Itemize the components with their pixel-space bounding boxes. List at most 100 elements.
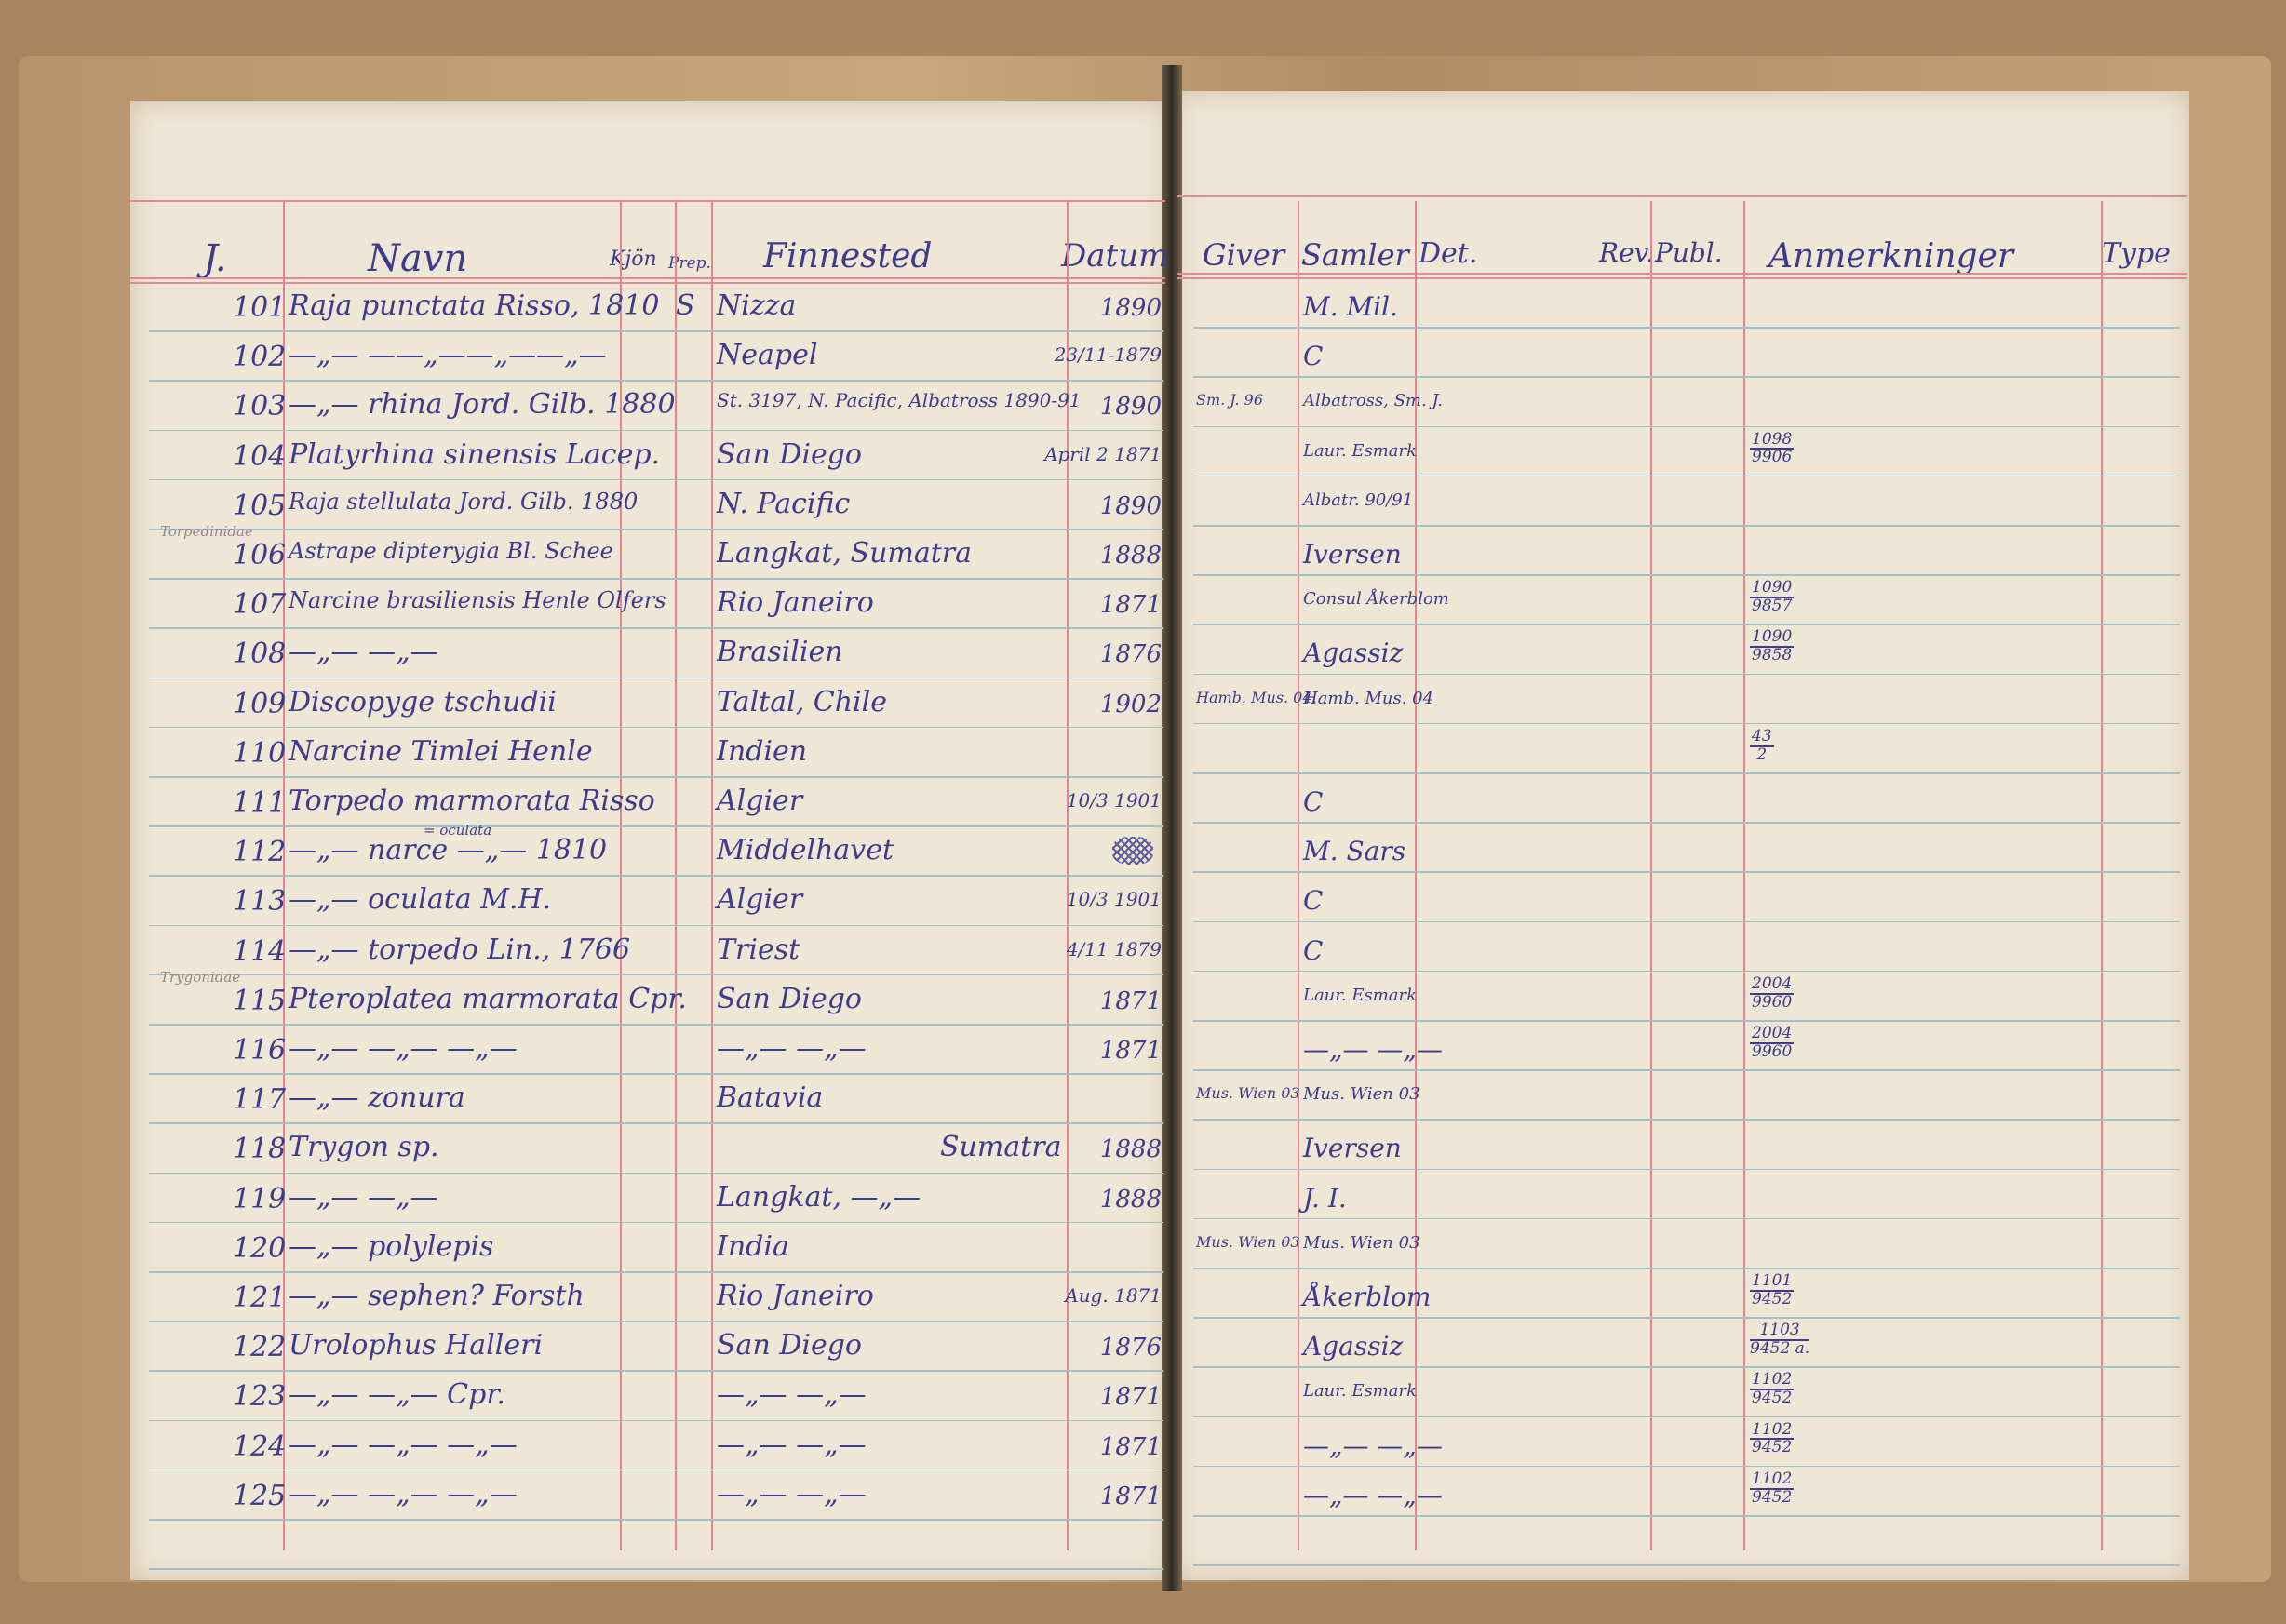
date: 1871 xyxy=(1099,1432,1162,1461)
row-rule xyxy=(1193,1020,2180,1022)
header-kjon: Kjön xyxy=(610,248,657,271)
row-rule xyxy=(1193,475,2180,477)
date: 1902 xyxy=(1099,690,1162,718)
date: 1890 xyxy=(1099,491,1162,520)
locality: Nizza xyxy=(717,289,797,322)
locality: Middelhavet xyxy=(717,834,894,867)
row-rule xyxy=(1193,772,2180,774)
header-finnested: Finnested xyxy=(763,237,933,275)
row-rule xyxy=(1193,1465,2180,1468)
header-anmerkninger: Anmerkninger xyxy=(1768,237,2014,275)
date: 1888 xyxy=(1099,542,1162,570)
row-rule xyxy=(149,726,1163,729)
column-rule xyxy=(2101,201,2103,1550)
species-name: —„— ——„——„——„— xyxy=(289,339,607,372)
date: 4/11 1879 xyxy=(1066,937,1162,960)
row-number: 120 xyxy=(233,1231,287,1265)
collector: Iversen xyxy=(1303,1133,1402,1164)
collector: Agassiz xyxy=(1303,638,1404,669)
date: 1871 xyxy=(1099,1037,1162,1065)
date: 1876 xyxy=(1099,640,1162,669)
collector: Hamb. Mus. 04 xyxy=(1303,688,1434,708)
locality: Brasilien xyxy=(717,636,843,669)
row-number: 123 xyxy=(233,1380,287,1414)
locality: Batavia xyxy=(717,1081,824,1115)
top-red-rule xyxy=(1177,195,2187,197)
column-rule xyxy=(1298,201,1299,1550)
row-rule xyxy=(149,1419,1163,1422)
locality: —„— —„— xyxy=(717,1477,867,1510)
row-number: 122 xyxy=(233,1331,287,1364)
row-rule xyxy=(1193,425,2180,428)
header-red-rule xyxy=(1177,273,2187,275)
book-gutter xyxy=(1162,65,1182,1591)
collector: C xyxy=(1303,786,1324,817)
sex-mark: S xyxy=(676,289,695,322)
species-name: —„— narce —„— 1810 xyxy=(289,834,608,867)
locality: Sumatra xyxy=(940,1131,1062,1164)
fraction-denominator: 9858 xyxy=(1752,646,1793,665)
row-number: 101 xyxy=(233,291,287,324)
species-name: —„— —„— —„— xyxy=(289,1477,518,1510)
fraction-denominator: 9452 xyxy=(1752,1389,1793,1408)
header-publ: Publ. xyxy=(1655,237,1723,268)
collector: C xyxy=(1303,934,1324,966)
row-rule xyxy=(1193,920,2180,923)
row-rule xyxy=(1193,376,2180,378)
species-name: —„— —„— —„— xyxy=(289,1032,518,1065)
locality: —„— —„— xyxy=(717,1032,867,1065)
left-page xyxy=(130,101,1168,1580)
row-rule xyxy=(149,1122,1163,1124)
catalogue-fraction: 1098 9906 xyxy=(1750,431,1795,467)
row-number: 108 xyxy=(233,638,287,671)
row-rule xyxy=(149,1271,1163,1273)
row-number: 102 xyxy=(233,341,287,374)
collector: C xyxy=(1303,885,1324,917)
collector: Laur. Esmark xyxy=(1303,1381,1418,1402)
header-red-rule xyxy=(130,277,1165,279)
collector: —„— —„— xyxy=(1303,1479,1443,1510)
row-number: 107 xyxy=(233,588,287,622)
row-rule xyxy=(1193,1119,2180,1121)
right-page xyxy=(1175,91,2189,1580)
catalogue-fraction: 1102 9452 xyxy=(1750,1469,1795,1507)
fraction-numerator: 43 xyxy=(1750,726,1774,747)
column-rule xyxy=(1415,201,1417,1550)
species-name: —„— rhina Jord. Gilb. 1880 xyxy=(289,388,676,422)
row-rule xyxy=(1193,1268,2180,1269)
column-rule xyxy=(1650,201,1652,1550)
collector: Albatross, Sm. J. xyxy=(1303,391,1443,411)
row-rule xyxy=(149,429,1163,432)
fraction-denominator: 9452 xyxy=(1752,1289,1793,1309)
row-rule xyxy=(1193,1317,2180,1319)
date: 10/3 1901 xyxy=(1066,888,1162,911)
collector: M. Mil. xyxy=(1303,291,1398,322)
species-name: Narcine brasiliensis Henle Olfers xyxy=(289,587,666,614)
locality: Indien xyxy=(717,734,808,768)
collector: Albatr. 90/91 xyxy=(1303,490,1414,510)
collector: Consul Åkerblom xyxy=(1303,589,1449,610)
locality: —„— —„— xyxy=(717,1378,867,1412)
row-number: 117 xyxy=(233,1083,287,1117)
locality: St. 3197, N. Pacific, Albatross 1890-91 xyxy=(717,389,1082,412)
species-name: Trygon sp. xyxy=(289,1131,439,1164)
row-number: 111 xyxy=(233,786,287,819)
fraction-numerator: 1102 xyxy=(1750,1469,1795,1490)
locality: San Diego xyxy=(717,1329,862,1362)
date: 1871 xyxy=(1099,986,1162,1015)
header-datum: Datum xyxy=(1061,237,1169,275)
row-rule xyxy=(149,1370,1163,1372)
row-rule xyxy=(149,478,1163,481)
fraction-numerator: 1103 xyxy=(1750,1322,1810,1342)
species-name: —„— oculata M.H. xyxy=(289,883,552,917)
row-number: 119 xyxy=(233,1182,287,1215)
row-rule xyxy=(1193,673,2180,676)
fraction-denominator: 9906 xyxy=(1752,448,1793,467)
row-rule xyxy=(1193,1366,2180,1368)
date: 10/3 1901 xyxy=(1066,789,1162,812)
species-name: —„— sephen? Forsth xyxy=(289,1280,585,1312)
species-name: Urolophus Halleri xyxy=(289,1329,544,1362)
locality: Langkat, Sumatra xyxy=(717,537,973,570)
date: 1871 xyxy=(1099,591,1162,620)
row-number: 110 xyxy=(233,736,287,770)
